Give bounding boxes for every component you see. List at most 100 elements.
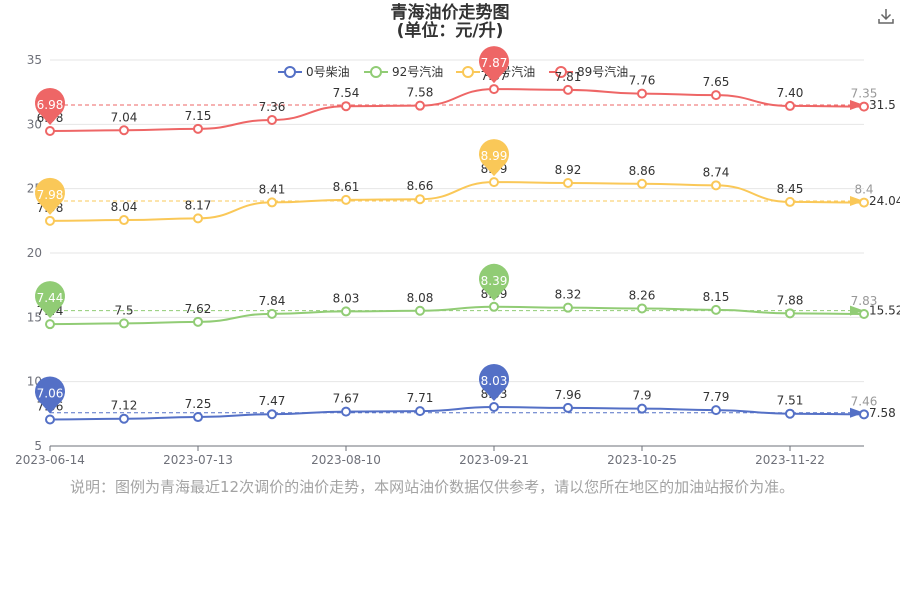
data-label: 7.25	[185, 397, 212, 411]
data-label: 7.79	[703, 390, 730, 404]
data-point	[859, 308, 869, 319]
data-label: 8.15	[703, 290, 730, 304]
data-point	[341, 406, 351, 417]
legend-marker	[462, 66, 474, 78]
marker-pin	[479, 364, 510, 402]
data-label: 8.04	[111, 200, 138, 214]
data-point	[341, 306, 351, 317]
data-point	[637, 178, 647, 189]
data-point	[711, 304, 721, 315]
marker-pin-label: 7.44	[37, 291, 64, 305]
marker-pin	[478, 46, 510, 84]
data-point	[119, 413, 129, 424]
marker-pin-label: 8.99	[481, 149, 508, 163]
data-point	[785, 100, 795, 111]
data-point	[415, 100, 425, 111]
marker-pin	[35, 376, 65, 414]
data-point	[563, 178, 573, 189]
average-label: 7.58	[869, 406, 896, 420]
data-label: 7.40	[777, 86, 804, 100]
data-label: 8.61	[333, 180, 360, 194]
y-tick-label: 15	[27, 310, 42, 324]
series-line	[49, 305, 865, 326]
data-point	[193, 316, 203, 327]
data-point	[193, 123, 203, 134]
data-point	[193, 412, 203, 423]
data-point	[785, 408, 795, 419]
y-tick-label: 30	[27, 117, 42, 131]
data-point	[193, 213, 203, 224]
data-label: 7.04	[111, 110, 138, 124]
data-label: 7.62	[185, 302, 212, 316]
data-label: 8.74	[703, 165, 730, 179]
legend-marker	[370, 66, 382, 78]
data-point	[711, 180, 721, 191]
marker-pin-label: 6.98	[37, 98, 64, 112]
data-label: 7.5	[114, 303, 133, 317]
x-tick-label: 2023-11-22	[755, 453, 825, 467]
data-point	[267, 114, 277, 125]
data-label: 8.32	[555, 288, 582, 302]
data-label: 8.92	[555, 163, 582, 177]
data-label: 7.65	[703, 75, 730, 89]
marker-pin	[35, 177, 65, 215]
data-point	[119, 215, 129, 226]
legend-marker	[284, 66, 296, 78]
data-point	[119, 125, 129, 136]
data-label: 7.96	[555, 388, 582, 402]
data-label: 7.81	[555, 70, 582, 84]
data-point	[119, 318, 129, 329]
data-point	[637, 88, 647, 99]
data-label: 7.76	[629, 74, 656, 88]
legend-label: 89号汽油	[577, 64, 628, 79]
data-point	[563, 302, 573, 313]
marker-pin-label: 8.03	[481, 374, 508, 388]
data-point	[45, 319, 55, 330]
data-label: 7.54	[333, 86, 360, 100]
data-point	[45, 126, 55, 137]
marker-pin-label: 7.87	[481, 56, 508, 70]
data-point	[341, 101, 351, 112]
data-label: 7.46	[851, 394, 878, 408]
marker-pin-label: 7.98	[37, 188, 64, 202]
data-label: 7.58	[407, 86, 434, 100]
data-point	[267, 197, 277, 208]
data-point	[415, 406, 425, 417]
chart-title: 青海油价走势图	[390, 3, 510, 23]
series-line	[49, 406, 865, 421]
data-label: 7.71	[407, 391, 434, 405]
data-label: 7.88	[777, 293, 804, 307]
data-point	[637, 303, 647, 314]
data-point	[489, 177, 499, 188]
data-point	[563, 84, 573, 95]
marker-pin	[479, 263, 510, 301]
data-label: 8.17	[185, 198, 212, 212]
data-point	[711, 90, 721, 101]
download-icon[interactable]	[876, 6, 896, 26]
data-point	[859, 197, 869, 208]
average-label: 31.5	[869, 98, 896, 112]
data-label: 8.86	[629, 164, 656, 178]
average-arrow	[850, 305, 864, 316]
data-point	[859, 409, 869, 420]
data-point	[415, 305, 425, 316]
data-label: 7.47	[259, 394, 286, 408]
data-point	[637, 403, 647, 414]
data-label: 8.45	[777, 182, 804, 196]
data-label: 7.35	[851, 87, 878, 101]
data-label: 8.4	[854, 183, 873, 197]
x-tick-label: 2023-10-25	[607, 453, 677, 467]
data-label: 7.83	[851, 294, 878, 308]
average-arrow	[850, 196, 864, 207]
data-point	[563, 402, 573, 413]
x-tick-label: 2023-08-10	[311, 453, 381, 467]
x-tick-label: 2023-07-13	[163, 453, 233, 467]
data-label: 7.12	[111, 399, 138, 413]
y-tick-label: 20	[27, 246, 42, 260]
data-label: 8.08	[407, 291, 434, 305]
y-tick-label: 5	[34, 439, 42, 453]
data-point	[489, 84, 499, 95]
y-tick-label: 35	[27, 53, 42, 67]
marker-pin	[35, 281, 65, 319]
marker-pin	[35, 88, 65, 126]
